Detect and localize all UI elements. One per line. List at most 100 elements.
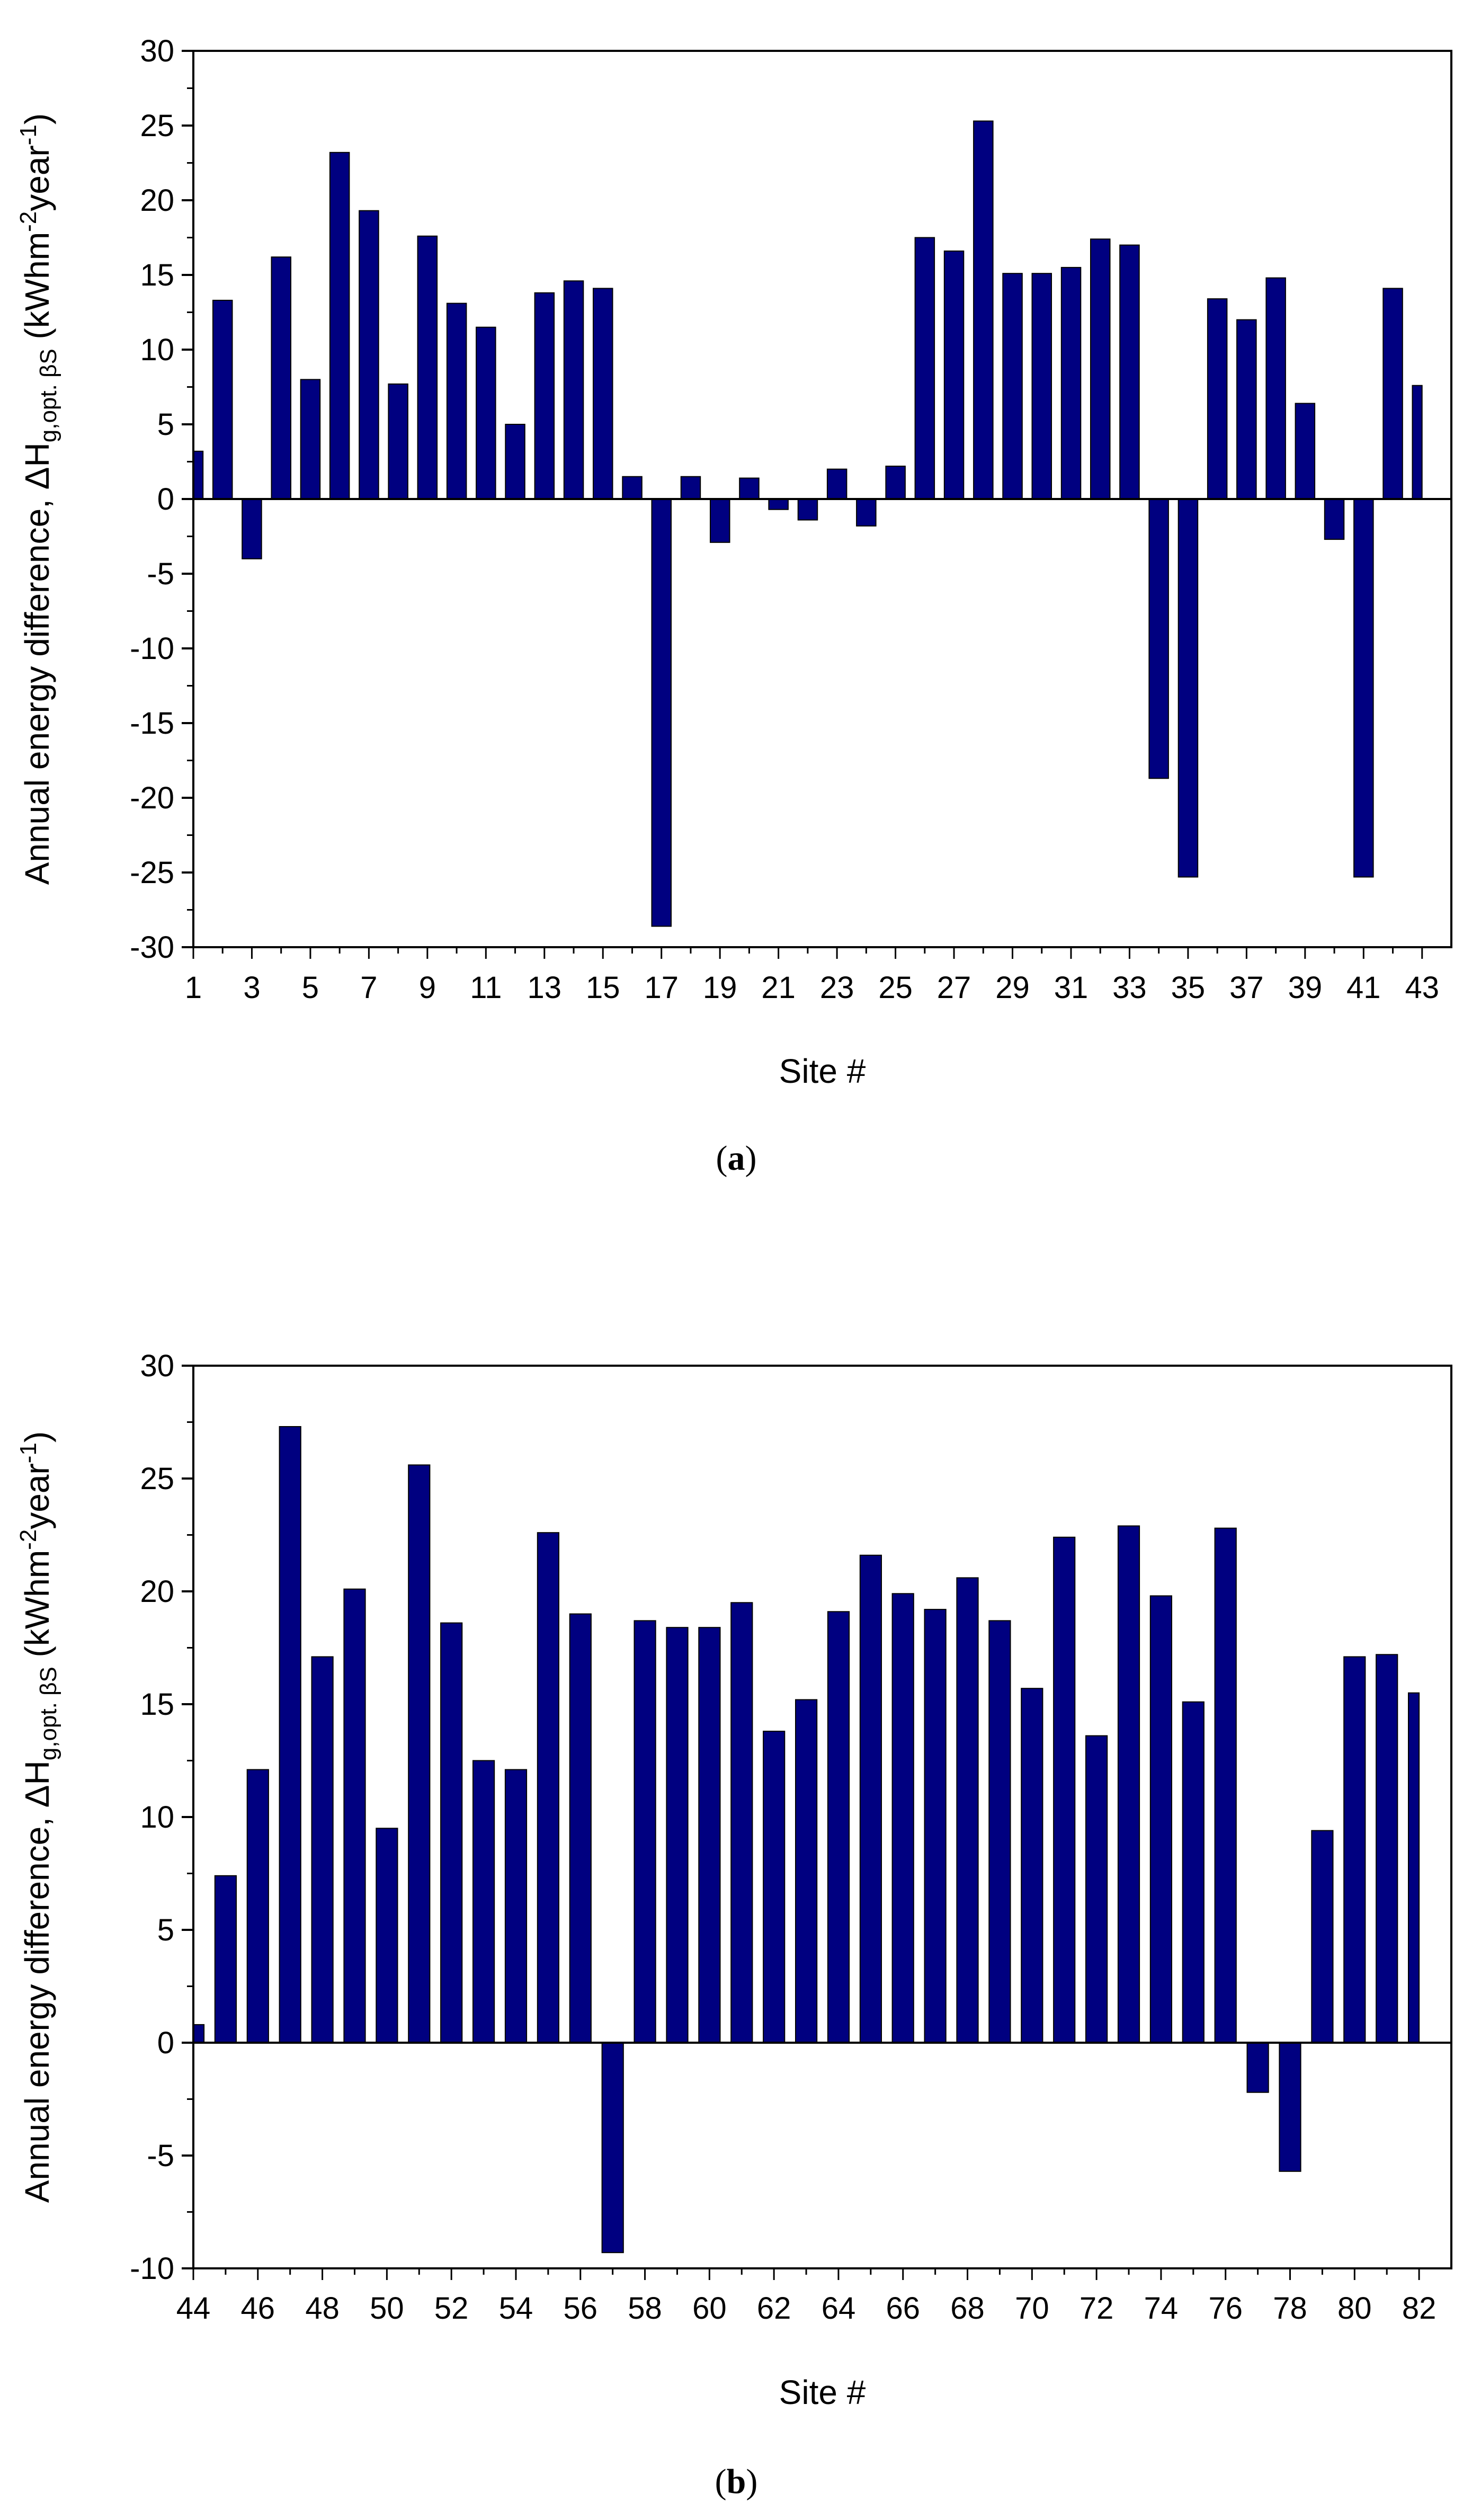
bar-site-74 (1149, 1595, 1173, 2043)
bar-site-45 (214, 1875, 237, 2044)
y-axis-label: Annual energy difference, ΔHg,opt. βS (k… (15, 1431, 61, 2203)
bar-site-3 (242, 498, 262, 559)
bar-site-72 (1085, 1735, 1108, 2044)
bar-site-34 (1148, 498, 1169, 779)
y-tick-label: 0 (157, 482, 174, 517)
plot-frame (192, 1365, 1452, 2269)
bar-site-21 (768, 498, 789, 510)
x-tick-label: 46 (241, 2291, 275, 2326)
bar-site-70 (1021, 1688, 1043, 2043)
y-tick-label: 25 (140, 109, 174, 143)
bar-site-80 (1343, 1656, 1366, 2043)
y-tick-label: 30 (140, 1349, 174, 1383)
bar-site-22 (797, 498, 818, 521)
bar-site-36 (1207, 298, 1228, 500)
y-tick-label: -30 (130, 930, 174, 965)
bar-site-65 (859, 1554, 882, 2044)
y-tick-label: 5 (157, 407, 174, 442)
bar-site-31 (1060, 266, 1082, 500)
y-tick-label: 20 (140, 183, 174, 218)
y-tick-label: 10 (140, 1800, 174, 1835)
y-tick-label: 20 (140, 1574, 174, 1609)
x-tick-label: 31 (1054, 970, 1089, 1005)
bar-site-28 (973, 120, 994, 500)
bar-site-68 (956, 1577, 979, 2043)
x-tick-label: 54 (499, 2291, 533, 2326)
bar-site-17 (651, 498, 672, 927)
bar-site-79 (1311, 1830, 1334, 2044)
bar-site-26 (914, 237, 935, 500)
y-axis-label: Annual energy difference, ΔHg,opt. βS (k… (15, 113, 61, 885)
bar-site-40 (1324, 498, 1345, 540)
bar-site-63 (795, 1699, 818, 2043)
x-tick-label: 29 (995, 970, 1030, 1005)
bar-site-37 (1236, 319, 1257, 500)
bar-site-51 (408, 1464, 431, 2043)
bar-site-54 (504, 1769, 528, 2043)
x-tick-label: 13 (528, 970, 562, 1005)
bar-site-5 (300, 379, 321, 500)
x-tick-label: 48 (305, 2291, 340, 2326)
bar-site-25 (885, 466, 906, 500)
x-tick-label: 80 (1337, 2291, 1372, 2326)
bar-site-78 (1279, 2042, 1301, 2172)
y-tick-label: -5 (147, 2139, 174, 2173)
bar-site-1 (193, 450, 204, 500)
x-tick-label: 19 (703, 970, 737, 1005)
bar-site-59 (666, 1627, 689, 2043)
bar-site-62 (763, 1731, 786, 2044)
x-tick-label: 3 (243, 970, 260, 1005)
bar-site-73 (1117, 1525, 1140, 2043)
y-tick-label: 0 (157, 2026, 174, 2060)
x-tick-label: 23 (820, 970, 854, 1005)
x-tick-label: 41 (1346, 970, 1381, 1005)
bar-site-15 (593, 288, 613, 500)
bar-site-20 (739, 477, 760, 500)
bar-site-46 (246, 1769, 269, 2043)
bar-site-44 (193, 2024, 205, 2043)
bar-site-47 (279, 1426, 301, 2043)
bar-site-50 (376, 1828, 398, 2044)
bar-site-9 (417, 235, 438, 500)
y-tick-label: -25 (130, 856, 174, 890)
x-tick-label: 9 (419, 970, 436, 1005)
x-tick-label: 72 (1080, 2291, 1114, 2326)
bar-site-81 (1376, 1654, 1398, 2044)
y-tick-label: 30 (140, 34, 174, 68)
bar-site-33 (1119, 244, 1140, 500)
x-tick-label: 39 (1288, 970, 1323, 1005)
y-tick-label: -15 (130, 706, 174, 741)
bar-site-4 (271, 256, 291, 500)
panel-label-a: (a) (716, 1139, 757, 1178)
x-tick-label: 33 (1112, 970, 1147, 1005)
bar-site-56 (569, 1613, 592, 2044)
y-tick-label: 15 (140, 1687, 174, 1722)
chart-panel-b: -10 -5 0 5 10 15 20 25 30 44 46 48 50 52 54 56 58 60 62 64 6… (15, 1349, 1452, 2501)
x-tick-label: 11 (470, 970, 502, 1005)
bar-site-7 (359, 210, 379, 500)
bar-site-64 (827, 1611, 850, 2044)
bar-site-30 (1031, 273, 1052, 500)
panel-label-b: (b) (715, 2462, 758, 2501)
x-tick-label: 21 (761, 970, 796, 1005)
x-tick-label: 15 (586, 970, 620, 1005)
bar-site-55 (537, 1532, 559, 2043)
bar-site-13 (534, 292, 555, 500)
bar-site-58 (634, 1620, 656, 2043)
x-tick-label: 27 (937, 970, 971, 1005)
y-tick-label: -10 (130, 631, 174, 666)
bar-site-42 (1382, 288, 1403, 500)
x-tick-label: 44 (176, 2291, 211, 2326)
bar-site-77 (1246, 2042, 1269, 2093)
bar-site-11 (476, 326, 496, 500)
bar-site-49 (343, 1588, 366, 2043)
bar-site-61 (730, 1602, 753, 2044)
x-tick-label: 50 (370, 2291, 404, 2326)
x-tick-label: 62 (757, 2291, 791, 2326)
x-tick-label: 60 (692, 2291, 727, 2326)
x-tick-label: 64 (822, 2291, 856, 2326)
bar-site-57 (601, 2042, 624, 2254)
bar-site-27 (943, 250, 965, 500)
bar-site-16 (622, 476, 643, 500)
